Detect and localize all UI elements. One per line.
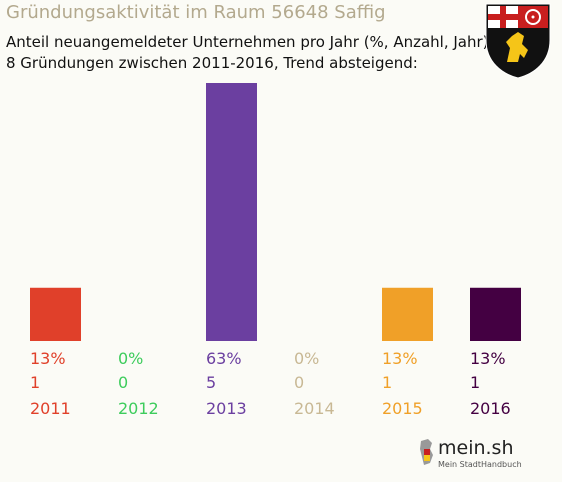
count-label-2012: 0	[118, 373, 128, 392]
year-label-2012: 2012	[118, 399, 159, 418]
year-label-2014: 2014	[294, 399, 335, 418]
percent-label-2016: 13%	[470, 349, 506, 368]
logo-subtext: Mein StadtHandbuch	[438, 460, 522, 469]
chart-title: Gründungsaktivität im Raum 56648 Saffig	[6, 2, 386, 23]
bar-2011	[30, 287, 81, 341]
chart-subtitle-line1: Anteil neuangemeldeter Unternehmen pro J…	[6, 33, 489, 51]
bar-2015	[382, 287, 433, 341]
count-label-2013: 5	[206, 373, 216, 392]
bar-2016	[470, 287, 521, 341]
percent-label-2013: 63%	[206, 349, 242, 368]
count-label-2016: 1	[470, 373, 480, 392]
year-label-2013: 2013	[206, 399, 247, 418]
count-label-2014: 0	[294, 373, 304, 392]
bar-2013	[206, 83, 257, 341]
year-label-2011: 2011	[30, 399, 71, 418]
logo-text: mein.sh	[438, 437, 514, 459]
percent-label-2012: 0%	[118, 349, 143, 368]
rhineland-palatinate-crest-icon	[485, 3, 551, 79]
count-label-2011: 1	[30, 373, 40, 392]
count-label-2015: 1	[382, 373, 392, 392]
percent-label-2015: 13%	[382, 349, 418, 368]
year-label-2015: 2015	[382, 399, 423, 418]
chart-subtitle-line2: 8 Gründungen zwischen 2011-2016, Trend a…	[6, 54, 418, 72]
year-label-2016: 2016	[470, 399, 511, 418]
mein-sh-logo	[420, 439, 433, 465]
percent-label-2011: 13%	[30, 349, 66, 368]
percent-label-2014: 0%	[294, 349, 319, 368]
